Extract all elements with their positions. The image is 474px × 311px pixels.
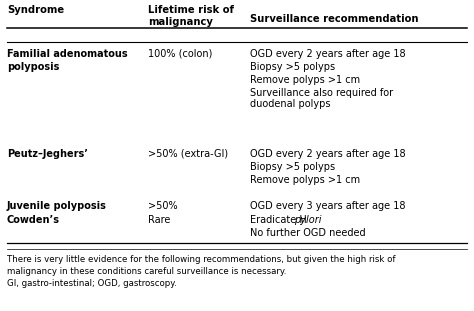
Text: Remove polyps >1 cm: Remove polyps >1 cm xyxy=(250,75,360,85)
Text: duodenal polyps: duodenal polyps xyxy=(250,99,330,109)
Text: Biopsy >5 polyps: Biopsy >5 polyps xyxy=(250,162,335,172)
Text: >50%: >50% xyxy=(148,201,178,211)
Text: Lifetime risk of
malignancy: Lifetime risk of malignancy xyxy=(148,5,234,27)
Text: Familial adenomatous
polyposis: Familial adenomatous polyposis xyxy=(7,49,128,72)
Text: Eradicate H: Eradicate H xyxy=(250,215,310,225)
Text: pylori: pylori xyxy=(294,215,321,225)
Text: No further OGD needed: No further OGD needed xyxy=(250,228,365,238)
Text: OGD every 2 years after age 18: OGD every 2 years after age 18 xyxy=(250,149,406,159)
Text: Remove polyps >1 cm: Remove polyps >1 cm xyxy=(250,175,360,185)
Text: Biopsy >5 polyps: Biopsy >5 polyps xyxy=(250,62,335,72)
Text: OGD every 2 years after age 18: OGD every 2 years after age 18 xyxy=(250,49,406,59)
Text: Peutz–Jeghers’: Peutz–Jeghers’ xyxy=(7,149,88,159)
Text: OGD every 3 years after age 18: OGD every 3 years after age 18 xyxy=(250,201,405,211)
Text: 100% (colon): 100% (colon) xyxy=(148,49,212,59)
Text: Syndrome: Syndrome xyxy=(7,5,64,15)
Text: Rare: Rare xyxy=(148,215,170,225)
Text: Juvenile polyposis: Juvenile polyposis xyxy=(7,201,107,211)
Text: Surveillance recommendation: Surveillance recommendation xyxy=(250,14,419,24)
Text: Surveillance also required for: Surveillance also required for xyxy=(250,88,393,98)
Text: >50% (extra-GI): >50% (extra-GI) xyxy=(148,149,228,159)
Text: Cowden’s: Cowden’s xyxy=(7,215,60,225)
Text: There is very little evidence for the following recommendations, but given the h: There is very little evidence for the fo… xyxy=(7,255,395,288)
